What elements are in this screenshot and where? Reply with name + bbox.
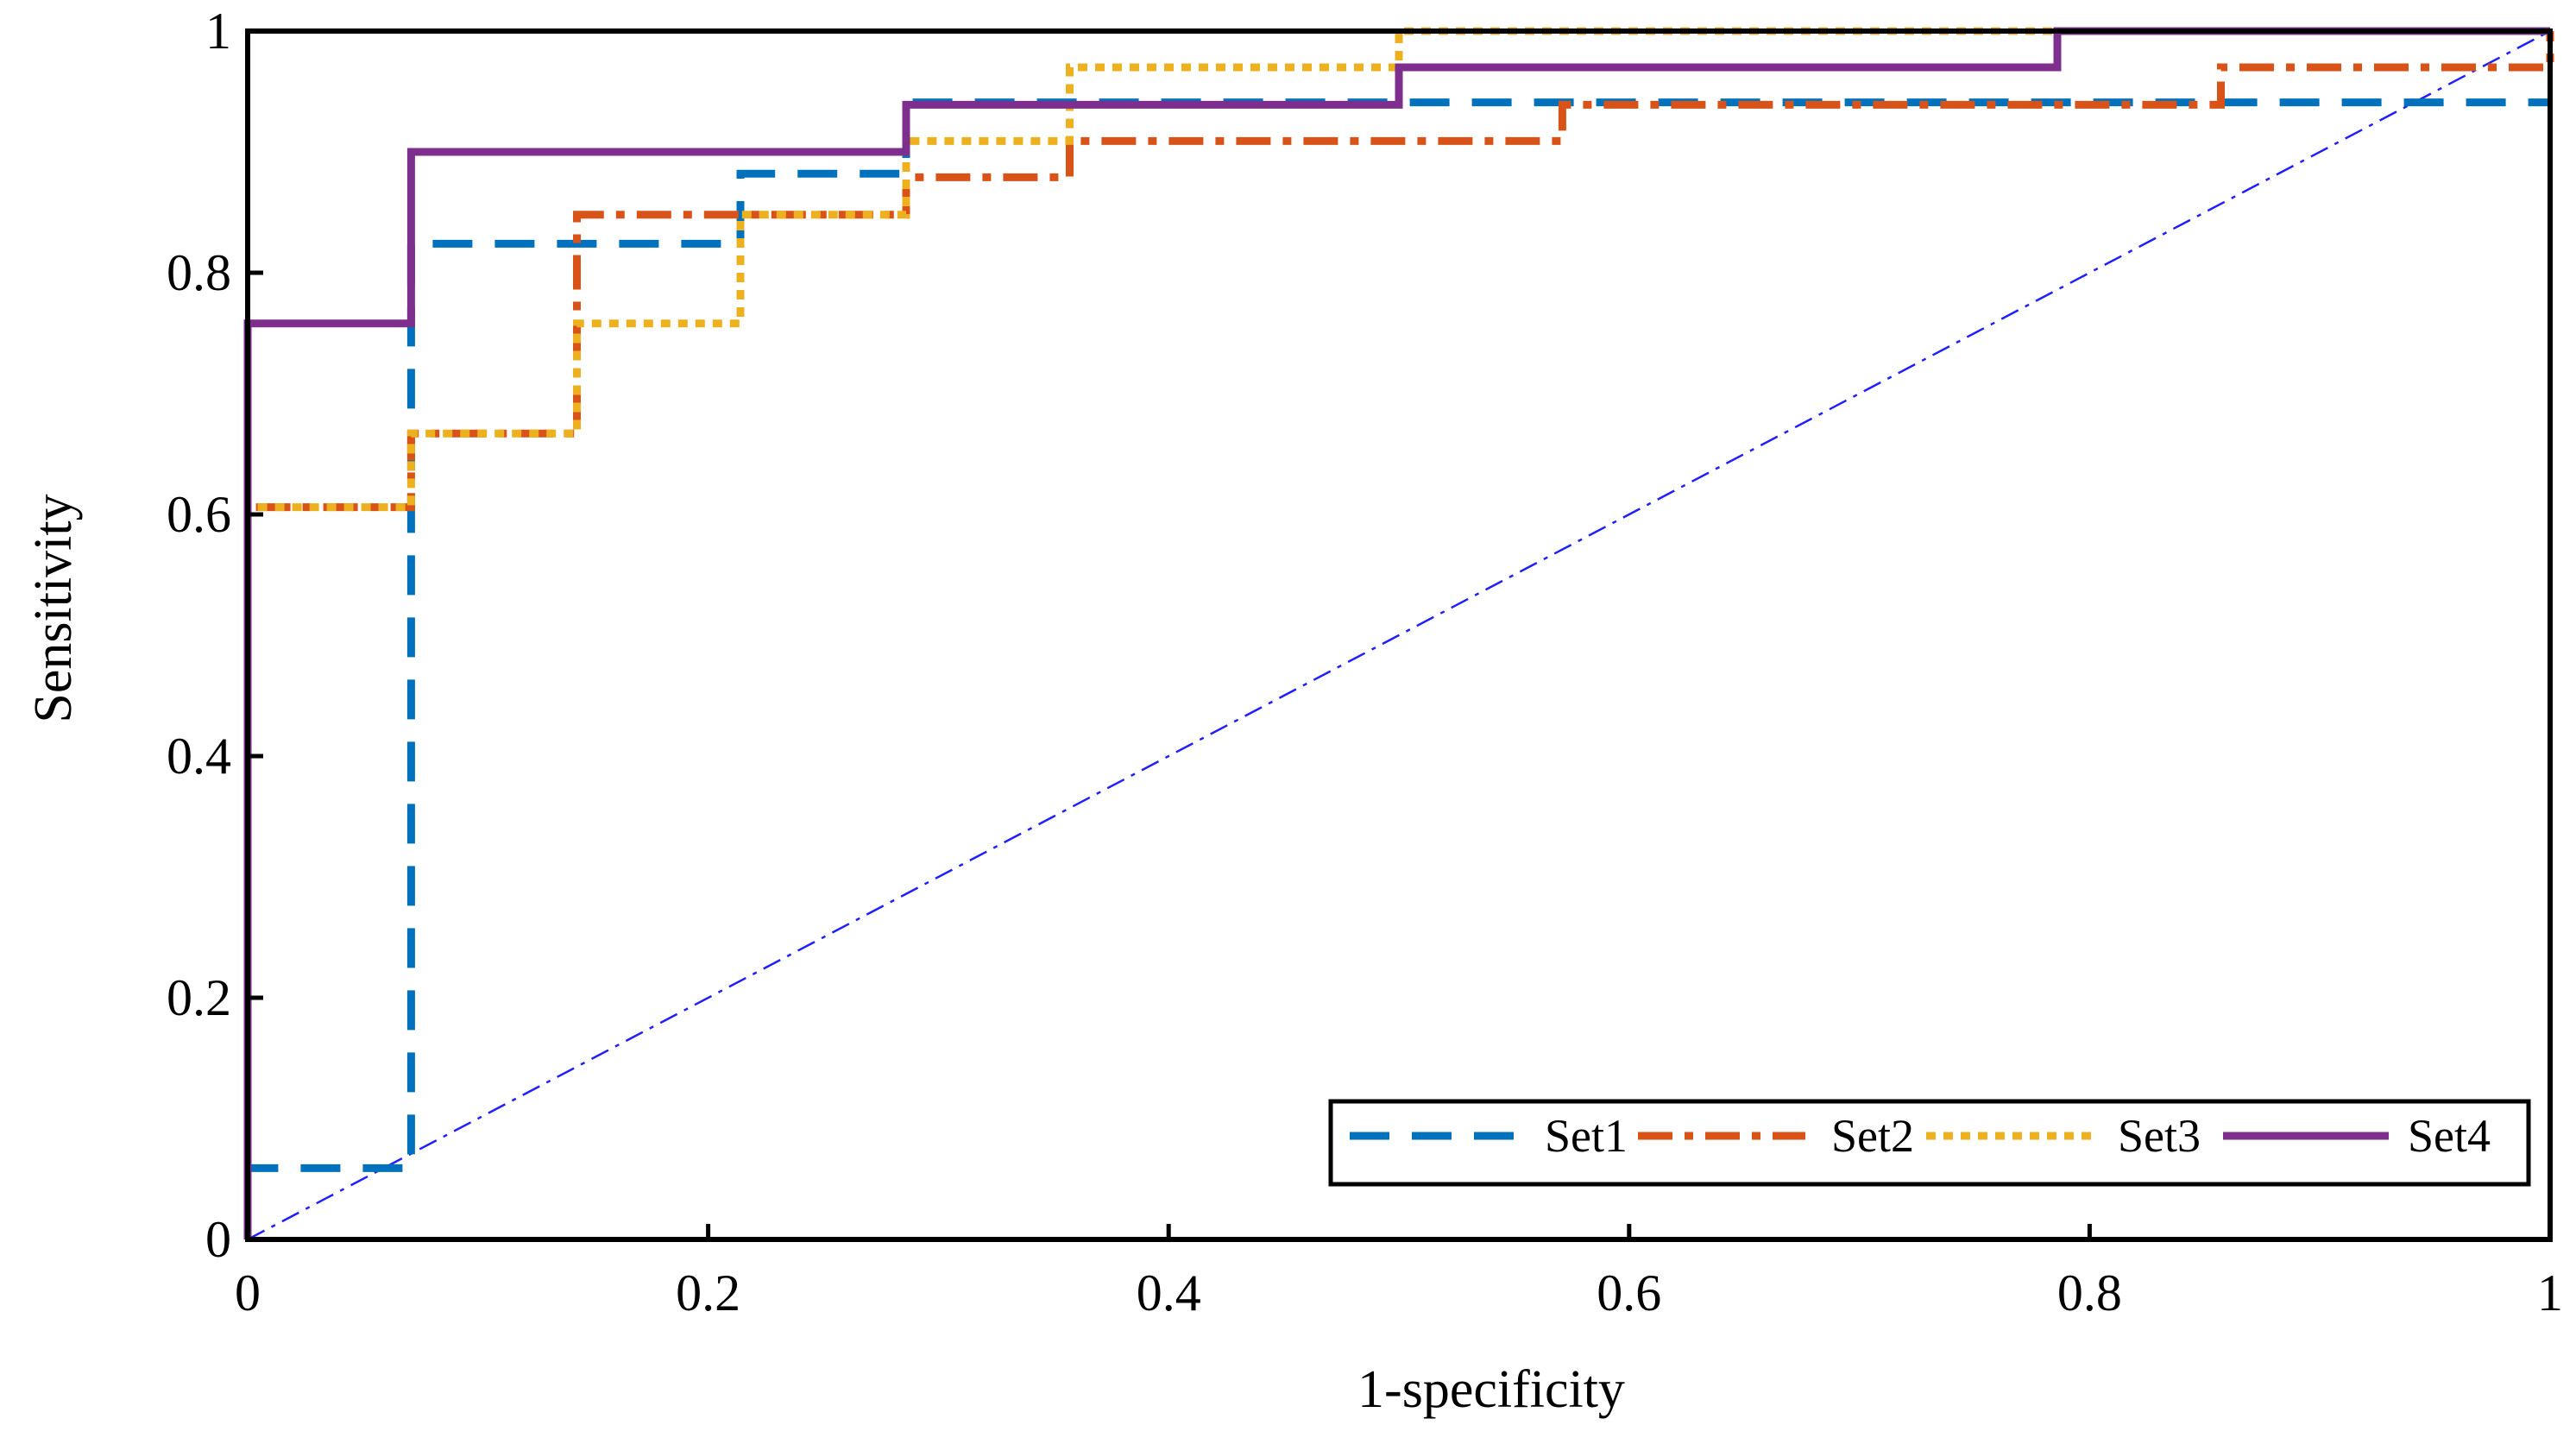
x-tick-label: 0.4 (1137, 1264, 1201, 1321)
y-axis-label: Sensitivity (24, 494, 83, 722)
series-layer (243, 27, 2554, 1241)
x-tick-label: 0.2 (676, 1264, 740, 1321)
y-tick-label: 0.4 (167, 728, 231, 785)
series-line-set1 (243, 98, 2550, 1239)
series-line-set4 (243, 27, 2550, 1239)
x-tick-label: 1 (2537, 1264, 2563, 1321)
reference-line (247, 29, 2551, 1241)
y-tick-label: 1 (205, 3, 231, 60)
x-tick-label: 0 (235, 1264, 261, 1321)
legend-label-set2: Set2 (1831, 1110, 1914, 1162)
x-axis-label: 1-specificity (1357, 1360, 1625, 1419)
plot-frame (245, 28, 2553, 1242)
y-tick-label: 0.8 (167, 244, 231, 301)
legend-label-set3: Set3 (2118, 1110, 2201, 1162)
y-tick-label: 0.6 (167, 486, 231, 543)
x-tick-label: 0.6 (1597, 1264, 1661, 1321)
legend: Set1 Set2 Set3 Set4 (1328, 1099, 2531, 1187)
legend-label-set4: Set4 (2408, 1110, 2491, 1162)
y-tick-label: 0.2 (167, 969, 231, 1026)
x-tick-label: 0.8 (2057, 1264, 2122, 1321)
series-line-set2 (243, 31, 2554, 1239)
y-tick-label: 0 (205, 1211, 231, 1268)
tick-layer: 0 0.2 0.4 0.6 0.8 1 0 0.2 0.4 0.6 0.8 1 (167, 3, 2563, 1321)
series-line-set3 (243, 27, 2550, 1239)
legend-label-set1: Set1 (1545, 1110, 1628, 1162)
legend-box (1328, 1099, 2531, 1187)
